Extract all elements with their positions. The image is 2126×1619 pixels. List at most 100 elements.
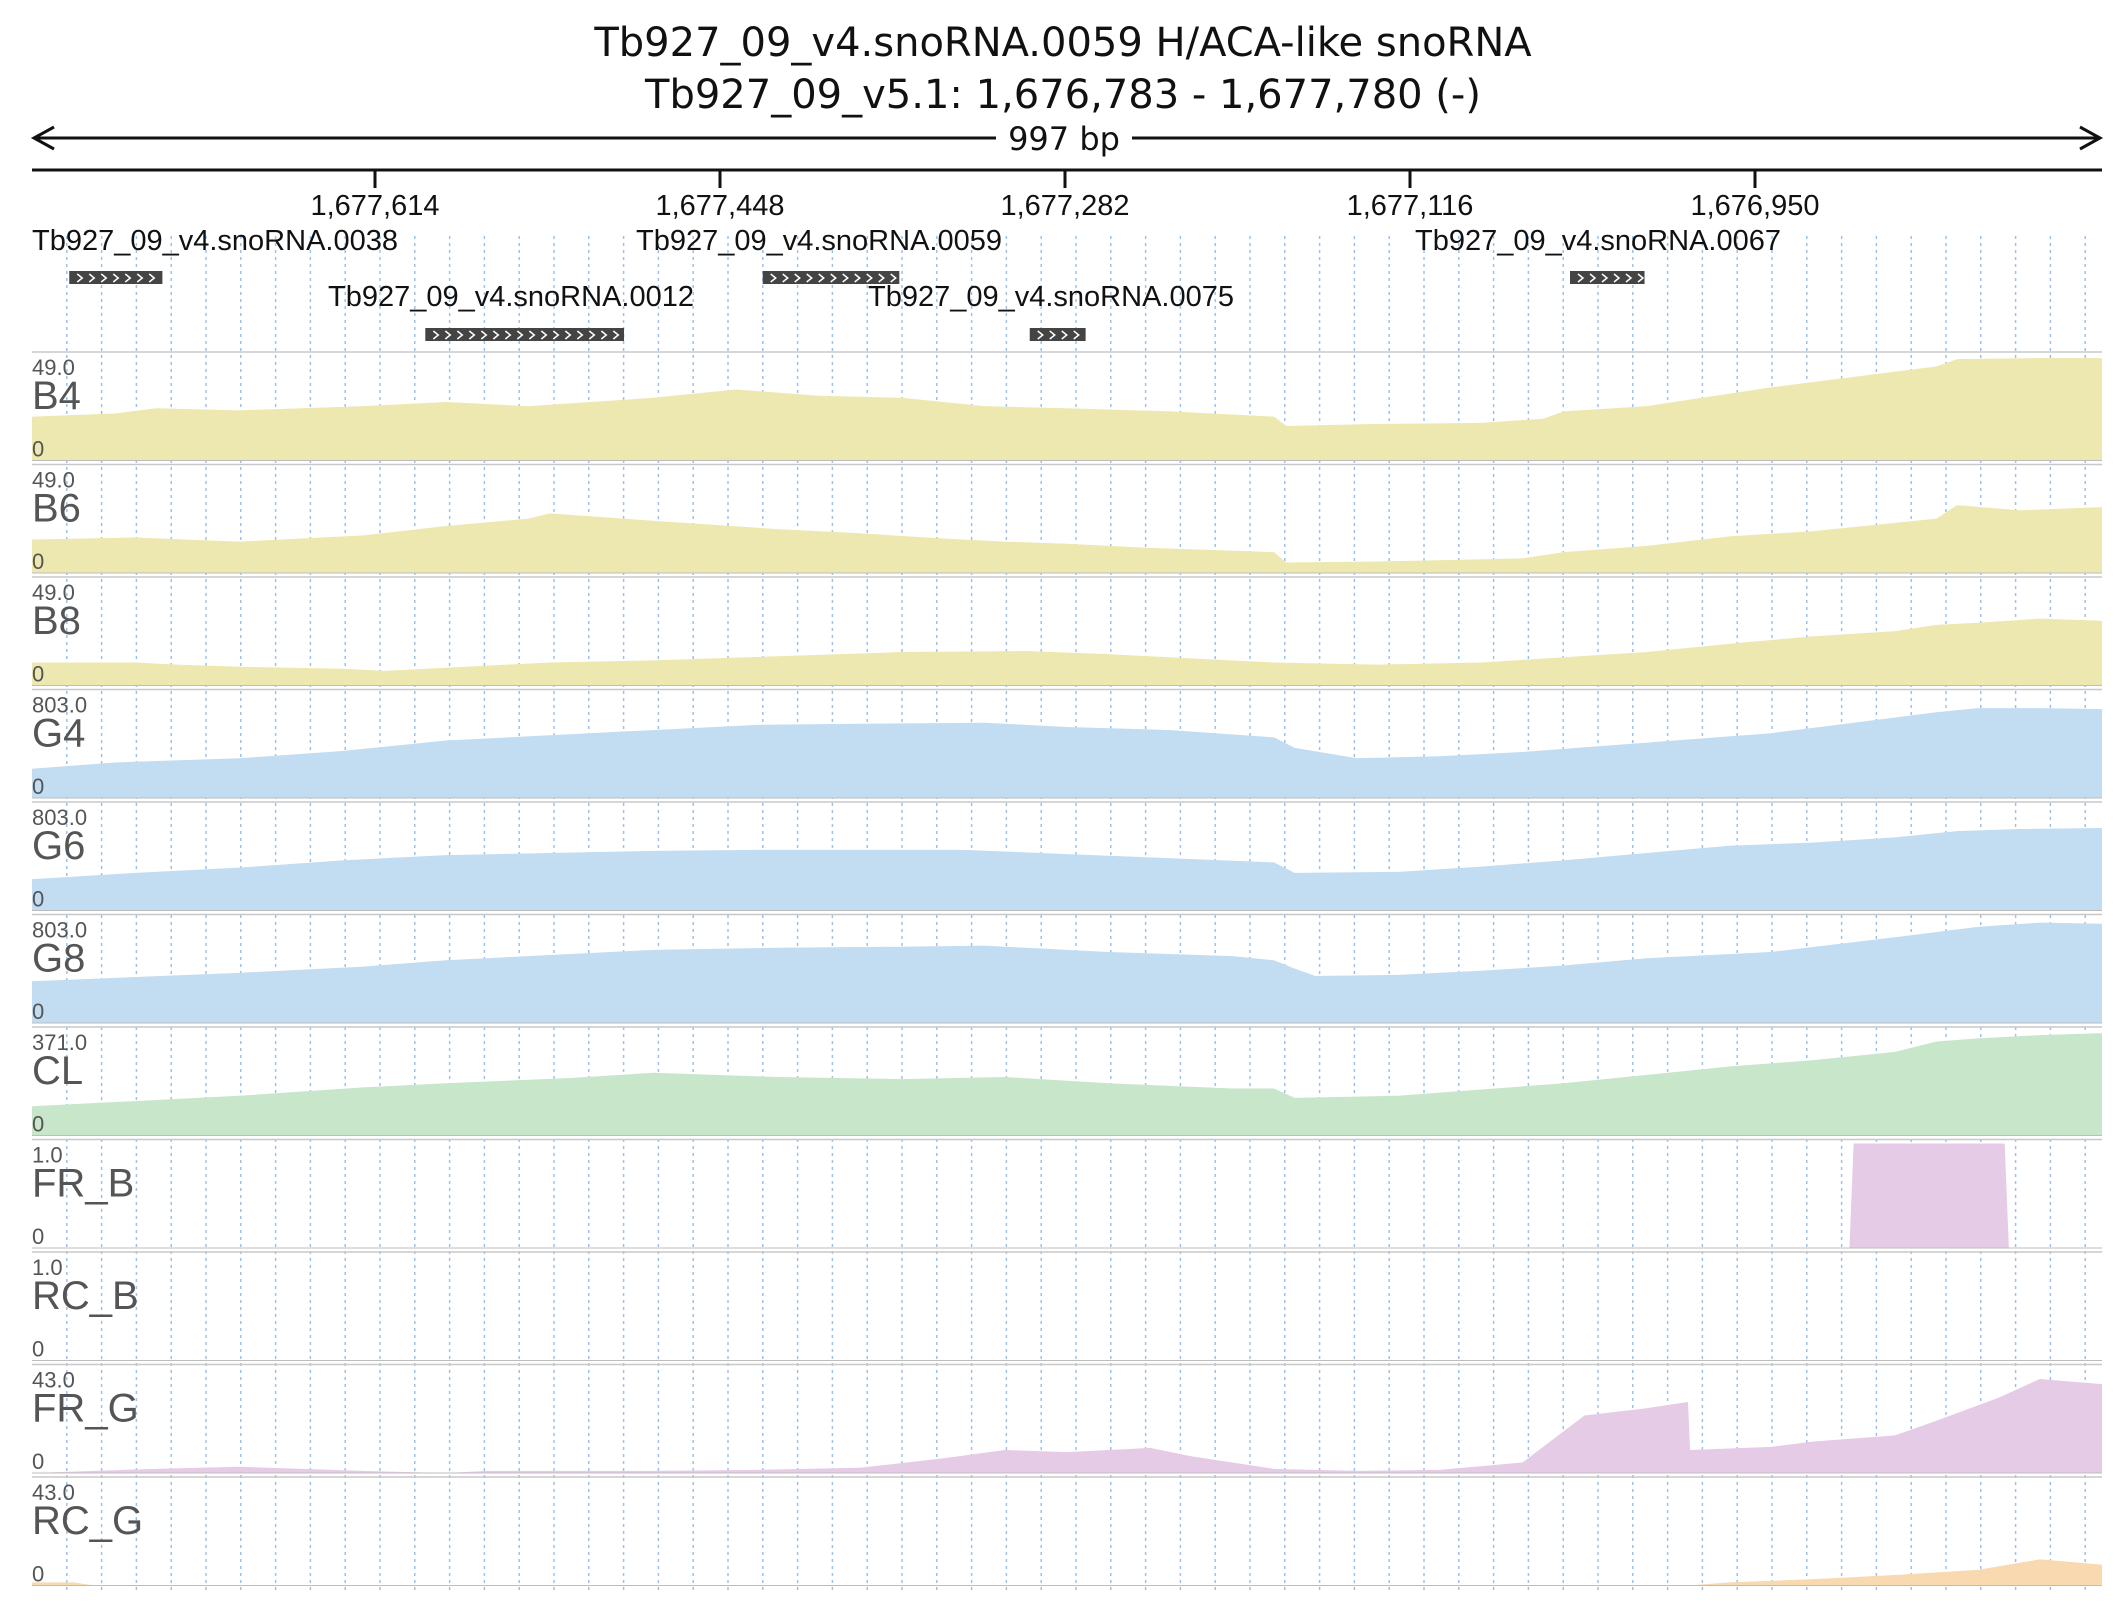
track-name-label: G4 <box>32 712 85 756</box>
strand-arrow-icon <box>612 330 620 340</box>
strand-arrow-icon <box>1589 273 1597 283</box>
strand-arrow-icon <box>830 273 837 283</box>
track-min-label: 0 <box>32 1112 44 1137</box>
track-max-label: 49.0 <box>32 580 75 605</box>
track-min-label: 0 <box>32 999 44 1024</box>
feature-label[interactable]: Tb927_09_v4.snoRNA.0067 <box>1415 225 1781 257</box>
strand-arrow-icon <box>1037 330 1044 340</box>
track-rc-g[interactable]: 43.0RC_G 0 <box>32 1476 2102 1587</box>
track-b8[interactable]: 49.0B8 0 <box>32 576 2102 687</box>
track-max-label: 803.0 <box>32 918 87 943</box>
strand-arrow-icon <box>504 330 512 340</box>
strand-arrow-icon <box>516 330 524 340</box>
strand-arrow-icon <box>100 273 108 283</box>
track-min-label: 0 <box>32 437 44 462</box>
strand-arrow-icon <box>588 330 596 340</box>
track-name-label: FR_G <box>32 1387 139 1431</box>
strand-arrow-icon <box>794 273 801 283</box>
strand-arrow-icon <box>866 273 873 283</box>
track-min-label: 0 <box>32 1337 44 1362</box>
track-name-label: G8 <box>32 937 85 981</box>
chart-subtitle: Tb927_09_v5.1: 1,676,783 - 1,677,780 (-) <box>645 72 1481 118</box>
strand-arrow-icon <box>806 273 813 283</box>
strand-arrow-icon <box>528 330 536 340</box>
track-fr-g[interactable]: 43.0FR_G 0 <box>32 1363 2102 1475</box>
track-cl[interactable]: 371.0CL 0 <box>32 1026 2102 1137</box>
feature-label[interactable]: Tb927_09_v4.snoRNA.0012 <box>328 281 694 313</box>
strand-arrow-icon <box>818 273 825 283</box>
strand-arrow-icon <box>540 330 548 340</box>
track-max-label: 43.0 <box>32 1480 75 1505</box>
feature-label[interactable]: Tb927_09_v4.snoRNA.0038 <box>32 225 398 257</box>
strand-arrow-icon <box>112 273 120 283</box>
strand-arrow-icon <box>468 330 476 340</box>
track-max-label: 803.0 <box>32 693 87 718</box>
strand-arrow-icon <box>564 330 572 340</box>
strand-arrow-icon <box>878 273 885 283</box>
strand-arrow-icon <box>782 273 789 283</box>
strand-arrow-icon <box>1577 273 1585 283</box>
coverage-area <box>32 1143 2102 1248</box>
strand-arrow-icon <box>136 273 144 283</box>
strand-arrow-icon <box>854 273 861 283</box>
track-min-label: 0 <box>32 1224 44 1249</box>
axis-tick-label: 1,676,950 <box>1690 190 1819 222</box>
axis-tick-label: 1,677,614 <box>310 190 439 222</box>
coverage-area <box>32 922 2102 1023</box>
track-max-label: 1.0 <box>32 1143 63 1168</box>
strand-arrow-icon <box>890 273 897 283</box>
track-min-label: 0 <box>32 1562 44 1587</box>
coverage-area <box>32 1559 2102 1586</box>
strand-arrow-icon <box>770 273 777 283</box>
coverage-area <box>32 1378 2102 1473</box>
coverage-area <box>32 708 2102 798</box>
track-min-label: 0 <box>32 549 44 574</box>
track-max-label: 49.0 <box>32 468 75 493</box>
strand-arrow-icon <box>1613 273 1621 283</box>
track-max-label: 803.0 <box>32 805 87 830</box>
feature-bar[interactable] <box>69 271 163 284</box>
track-b4[interactable]: 49.0B4 0 <box>32 351 2102 462</box>
strand-arrow-icon <box>552 330 560 340</box>
strand-arrow-icon <box>1073 330 1080 340</box>
span-length-label: 997 bp <box>1008 120 1120 158</box>
track-min-label: 0 <box>32 774 44 799</box>
track-g6[interactable]: 803.0G6 0 <box>32 801 2102 912</box>
track-min-label: 0 <box>32 887 44 912</box>
track-name-label: CL <box>32 1049 83 1093</box>
axis-tick-label: 1,677,116 <box>1347 190 1474 222</box>
strand-arrow-icon <box>576 330 584 340</box>
strand-arrow-icon <box>124 273 132 283</box>
track-g8[interactable]: 803.0G8 0 <box>32 913 2102 1025</box>
track-max-label: 49.0 <box>32 355 75 380</box>
strand-arrow-icon <box>148 273 156 283</box>
strand-arrow-icon <box>1625 273 1633 283</box>
track-rc-b[interactable]: 1.0RC_B 0 <box>32 1251 2102 1362</box>
feature-bar[interactable] <box>425 328 625 341</box>
track-g4[interactable]: 803.0G4 0 <box>32 688 2102 800</box>
track-max-label: 371.0 <box>32 1030 87 1055</box>
strand-arrow-icon <box>432 330 440 340</box>
track-fr-b[interactable]: 1.0FR_B 0 <box>32 1138 2102 1250</box>
strand-arrow-icon <box>842 273 849 283</box>
feature-bar[interactable] <box>1029 328 1086 341</box>
arrow-left-icon <box>30 125 55 151</box>
coverage-area <box>32 358 2102 461</box>
feature-label[interactable]: Tb927_09_v4.snoRNA.0059 <box>636 225 1002 257</box>
track-name-label: RC_G <box>32 1499 143 1543</box>
track-name-label: G6 <box>32 824 85 868</box>
track-name-label: B8 <box>32 599 81 643</box>
track-min-label: 0 <box>32 1449 44 1474</box>
track-name-label: B6 <box>32 487 81 531</box>
track-min-label: 0 <box>32 662 44 687</box>
coverage-area <box>32 618 2102 686</box>
track-name-label: FR_B <box>32 1162 134 1206</box>
strand-arrow-icon <box>1601 273 1609 283</box>
strand-arrow-icon <box>456 330 464 340</box>
feature-label[interactable]: Tb927_09_v4.snoRNA.0075 <box>868 281 1234 313</box>
track-max-label: 43.0 <box>32 1368 75 1393</box>
axis-tick-label: 1,677,448 <box>655 190 784 222</box>
track-b6[interactable]: 49.0B6 0 <box>32 463 2102 575</box>
strand-arrow-icon <box>88 273 96 283</box>
